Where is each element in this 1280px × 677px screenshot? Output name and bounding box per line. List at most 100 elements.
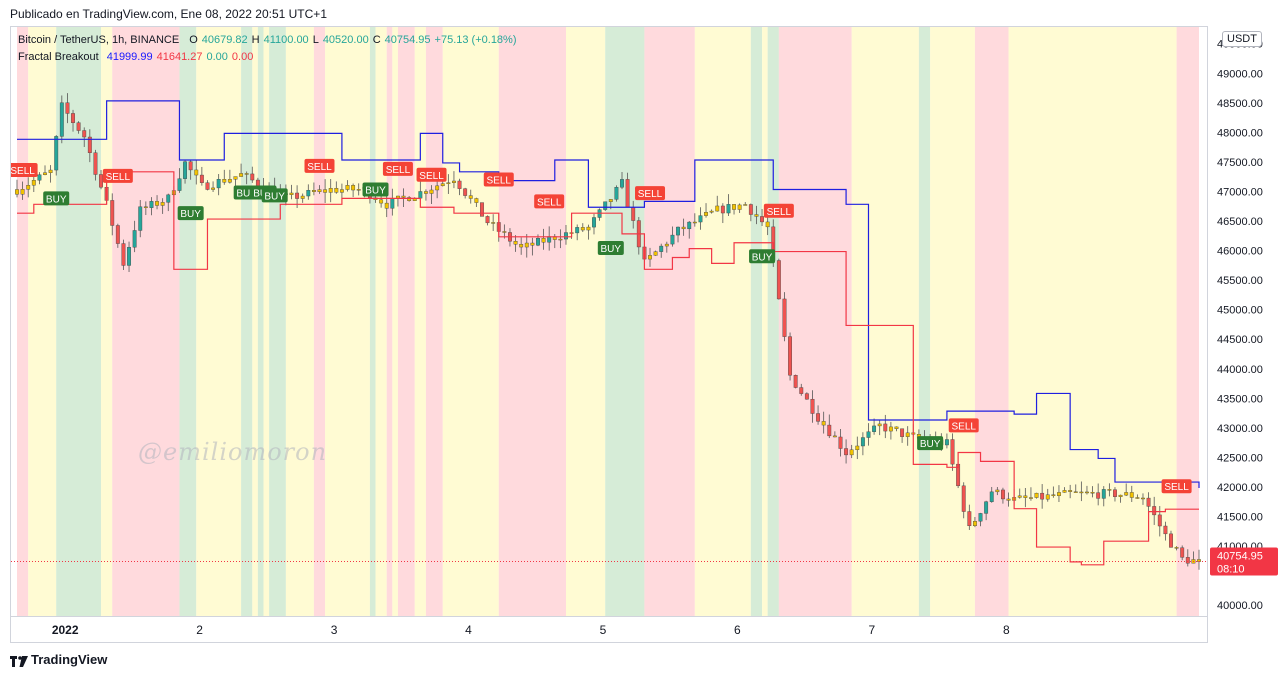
candle [227, 179, 232, 183]
time-scale[interactable]: 2022 2 3 4 5 6 7 8 [10, 617, 1208, 643]
background-band-green [179, 27, 197, 616]
candle [1107, 489, 1112, 491]
candle [575, 227, 580, 234]
candle [71, 113, 75, 123]
indicator-value-low: 41641.27 [156, 51, 203, 63]
candle [87, 136, 92, 153]
buy-label-box [177, 206, 204, 221]
symbol-legend: Bitcoin / TetherUS, 1h, BINANCE O 40679.8… [18, 32, 517, 49]
sell-label-box [948, 418, 979, 433]
candle [866, 431, 871, 438]
candle [1129, 492, 1134, 498]
candle [401, 195, 406, 198]
background-band-yellow [101, 27, 113, 616]
tradingview-logo[interactable]: TradingView [10, 652, 107, 667]
candle [82, 130, 87, 138]
candle [356, 189, 361, 191]
candle [592, 217, 596, 228]
candle [519, 244, 524, 248]
buy-signal: BUY [362, 182, 389, 197]
candle [1079, 491, 1084, 494]
background-band-yellow [694, 27, 751, 616]
candle [188, 161, 193, 171]
candle [1006, 498, 1011, 501]
candle [244, 173, 249, 175]
candle [199, 174, 204, 183]
chart-pane[interactable]: SELLBUYSELLBUYBUYBUYBUYSELLBUYSELLSELLSE… [10, 26, 1208, 617]
candle [536, 238, 540, 246]
background-band-yellow [252, 27, 258, 616]
background-band-yellow [930, 27, 975, 616]
candle [872, 425, 877, 432]
price-tick-label: 42500.00 [1217, 452, 1263, 464]
buy-label-text: BUY [180, 209, 201, 220]
candle [485, 216, 490, 224]
currency-button[interactable]: USDT [1222, 31, 1262, 47]
open-label: O [189, 34, 198, 46]
sell-label-box [534, 194, 565, 209]
candle [289, 192, 294, 195]
sell-label-text: SELL [767, 207, 792, 218]
buy-label-text: BUY [236, 188, 257, 199]
price-tick-label: 45000.00 [1217, 305, 1263, 317]
sell-label-box [304, 158, 335, 173]
candle [1135, 497, 1140, 499]
background-band-yellow [762, 27, 768, 616]
published-info: Publicado en TradingView.com, Ene 08, 20… [10, 7, 327, 21]
candle [1051, 494, 1056, 496]
candle [76, 122, 81, 131]
candle [748, 204, 753, 215]
high-value: 41100.00 [263, 34, 309, 46]
price-tick-label: 44000.00 [1217, 364, 1263, 376]
background-band-yellow [851, 27, 919, 616]
candle [205, 182, 210, 190]
candle [1157, 514, 1162, 527]
background-band-yellow [565, 27, 606, 616]
candle [648, 255, 652, 260]
candle [894, 426, 899, 429]
author-watermark: @emiliomoron [138, 438, 328, 466]
sell-signal: SELL [1161, 479, 1192, 494]
candle [1141, 497, 1145, 500]
last-price-tag [1210, 547, 1278, 576]
candle [860, 437, 865, 447]
candle [1124, 492, 1129, 496]
candle [832, 435, 837, 438]
background-band-red [397, 27, 415, 616]
candle [502, 231, 507, 233]
background-band-yellow [375, 27, 387, 616]
candle [379, 199, 384, 204]
price-scale[interactable]: 49500.0049000.0048500.0048000.0047500.00… [1208, 26, 1280, 617]
candle [1085, 491, 1089, 494]
sell-label-text: SELL [1164, 482, 1189, 493]
symbol-title: Bitcoin / TetherUS, 1h, BINANCE [18, 34, 180, 46]
fractal-low-line [17, 171, 1199, 566]
candle [989, 491, 994, 502]
candle [1169, 533, 1173, 548]
candle [48, 169, 53, 173]
indicator-name[interactable]: Fractal Breakout [18, 51, 99, 63]
price-tick-label: 42000.00 [1217, 482, 1263, 494]
time-tick-label: 7 [869, 623, 876, 637]
price-chart[interactable]: SELLBUYSELLBUYBUYBUYBUYSELLBUYSELLSELLSE… [11, 27, 1208, 617]
time-axis: 2022 2 3 4 5 6 7 8 [52, 623, 1010, 637]
candle [1040, 492, 1045, 500]
candle [659, 245, 664, 252]
close-label: C [372, 34, 381, 46]
candle [816, 413, 821, 422]
candle [676, 226, 680, 236]
candle [43, 172, 47, 175]
candle [317, 189, 322, 192]
candle [345, 185, 350, 190]
background-band-red [112, 27, 180, 616]
background-band-yellow [196, 27, 242, 616]
candle [1152, 506, 1157, 516]
background-band-yellow [263, 27, 270, 616]
candle [614, 187, 619, 200]
sell-signal: SELL [483, 172, 514, 187]
background-band-red [974, 27, 1009, 616]
candle [804, 393, 809, 400]
background-band-yellow [28, 27, 57, 616]
buy-label-box [261, 188, 288, 203]
candle [491, 222, 496, 224]
